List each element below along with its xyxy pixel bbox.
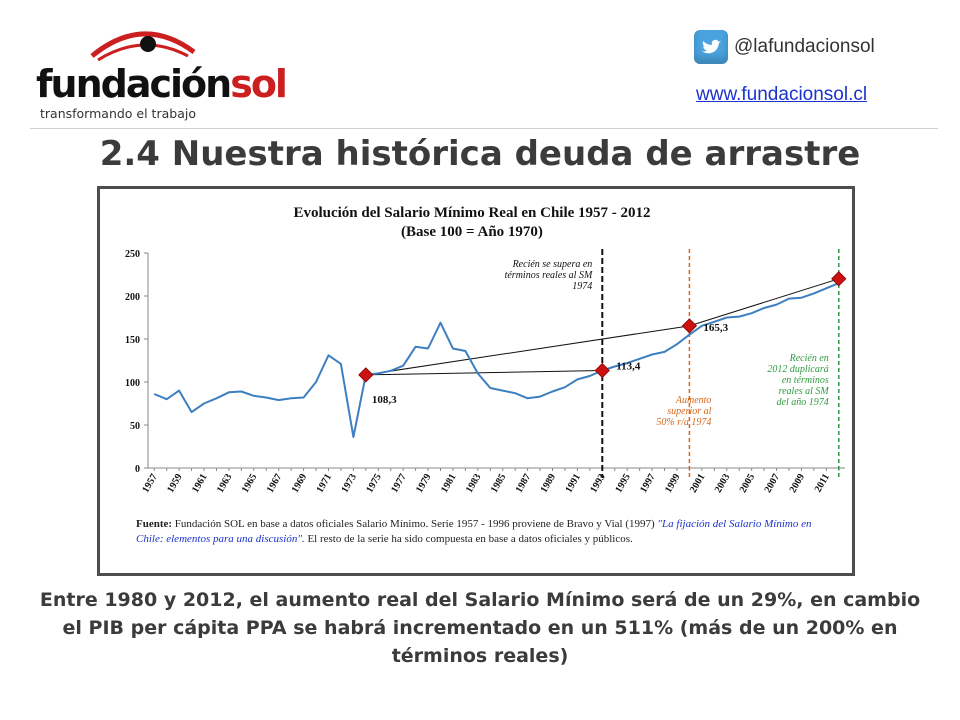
x-tick-label: 2003 xyxy=(713,472,733,495)
logo-tagline: transformando el trabajo xyxy=(40,106,196,121)
x-tick-label: 1963 xyxy=(215,472,235,495)
line-chart: Evolución del Salario Mínimo Real en Chi… xyxy=(125,205,847,495)
x-tick-label: 1989 xyxy=(539,472,559,495)
source-citation: "La fijación del Salario Mínimo en Chile… xyxy=(136,518,812,545)
logo-word-1: fundación xyxy=(36,62,232,106)
x-tick-label: 1969 xyxy=(290,472,310,495)
x-tick-label: 1999 xyxy=(663,472,683,495)
reference-annotation: Aumento xyxy=(675,395,712,406)
fundacion-sol-logo: fundaciónsol transformando el trabajo xyxy=(36,22,288,122)
trend-line xyxy=(365,369,603,376)
y-tick-label: 200 xyxy=(125,292,140,303)
x-tick-label: 1961 xyxy=(190,472,210,495)
x-tick-label: 1987 xyxy=(514,472,534,495)
data-marker xyxy=(831,271,847,287)
source-note: Fuente: Fundación SOL en base a datos of… xyxy=(136,517,836,547)
x-tick-label: 1983 xyxy=(464,472,484,495)
x-tick-label: 1967 xyxy=(265,472,285,495)
x-tick-label: 1997 xyxy=(638,472,658,495)
data-marker xyxy=(358,367,374,383)
chart-title-line2: (Base 100 = Año 1970) xyxy=(401,224,543,240)
reference-annotation: 1974 xyxy=(572,281,592,292)
x-tick-label: 1957 xyxy=(140,472,160,495)
page-title: 2.4 Nuestra histórica deuda de arrastre xyxy=(99,134,861,174)
conclusion-text: Entre 1980 y 2012, el aumento real del S… xyxy=(39,589,921,667)
x-tick-label: 2001 xyxy=(688,472,708,495)
source-text-1: Fundación SOL en base a datos oficiales … xyxy=(172,518,658,530)
chart-title-line1: Evolución del Salario Mínimo Real en Chi… xyxy=(293,205,650,221)
reference-annotation: del año 1974 xyxy=(777,397,829,408)
x-tick-label: 1973 xyxy=(339,472,359,495)
data-label: 108,3 xyxy=(372,394,397,406)
reference-annotation: 2012 duplicará xyxy=(767,364,828,375)
data-label: 113,4 xyxy=(616,360,641,372)
x-tick-label: 1985 xyxy=(489,472,509,495)
logo-word-2: sol xyxy=(230,62,288,106)
twitter-handle[interactable]: @lafundacionsol xyxy=(734,36,875,57)
data-marker xyxy=(681,318,698,334)
y-tick-label: 150 xyxy=(125,335,140,346)
trend-line xyxy=(365,325,690,376)
x-tick-label: 1991 xyxy=(563,472,583,495)
twitter-link[interactable]: @lafundacionsol xyxy=(694,30,875,64)
reference-annotation: reales al SM xyxy=(779,386,830,397)
x-tick-label: 1965 xyxy=(240,472,260,495)
twitter-icon xyxy=(694,30,728,64)
x-tick-label: 2007 xyxy=(763,472,783,495)
x-tick-label: 1977 xyxy=(389,472,409,495)
x-tick-label: 2009 xyxy=(788,472,808,495)
y-tick-label: 50 xyxy=(130,421,140,432)
x-tick-label: 2005 xyxy=(738,472,758,495)
reference-annotation: superior al xyxy=(667,406,711,417)
reference-annotation: Recién en xyxy=(789,353,829,364)
reference-annotation: 50% r/a 1974 xyxy=(656,417,711,428)
x-tick-label: 1979 xyxy=(414,472,434,495)
x-tick-label: 1995 xyxy=(613,472,633,495)
reference-annotation: Recién se supera en xyxy=(512,259,593,270)
data-marker xyxy=(594,362,610,379)
chart-frame: Evolución del Salario Mínimo Real en Chi… xyxy=(97,186,855,576)
y-tick-label: 100 xyxy=(125,378,140,389)
series-line xyxy=(153,282,840,438)
x-tick-label: 1971 xyxy=(315,472,335,495)
y-tick-label: 0 xyxy=(135,464,140,475)
x-tick-label: 1993 xyxy=(588,472,608,495)
logo-wordmark: fundaciónsol xyxy=(36,62,288,106)
x-tick-label: 1975 xyxy=(364,472,384,495)
website-link[interactable]: www.fundacionsol.cl xyxy=(696,84,868,105)
header-divider xyxy=(30,128,938,129)
source-text-2: El resto de la serie ha sido compuesta e… xyxy=(304,533,633,545)
trend-line xyxy=(689,278,839,327)
x-tick-label: 1959 xyxy=(165,472,185,495)
data-label: 165,3 xyxy=(703,322,728,334)
y-tick-label: 250 xyxy=(125,249,140,260)
x-tick-label: 2011 xyxy=(813,472,832,494)
reference-annotation: en términos xyxy=(782,375,829,386)
reference-annotation: términos reales al SM xyxy=(505,270,593,281)
eye-logo-icon xyxy=(90,31,196,62)
source-label: Fuente: xyxy=(136,518,173,530)
x-tick-label: 1981 xyxy=(439,472,459,495)
